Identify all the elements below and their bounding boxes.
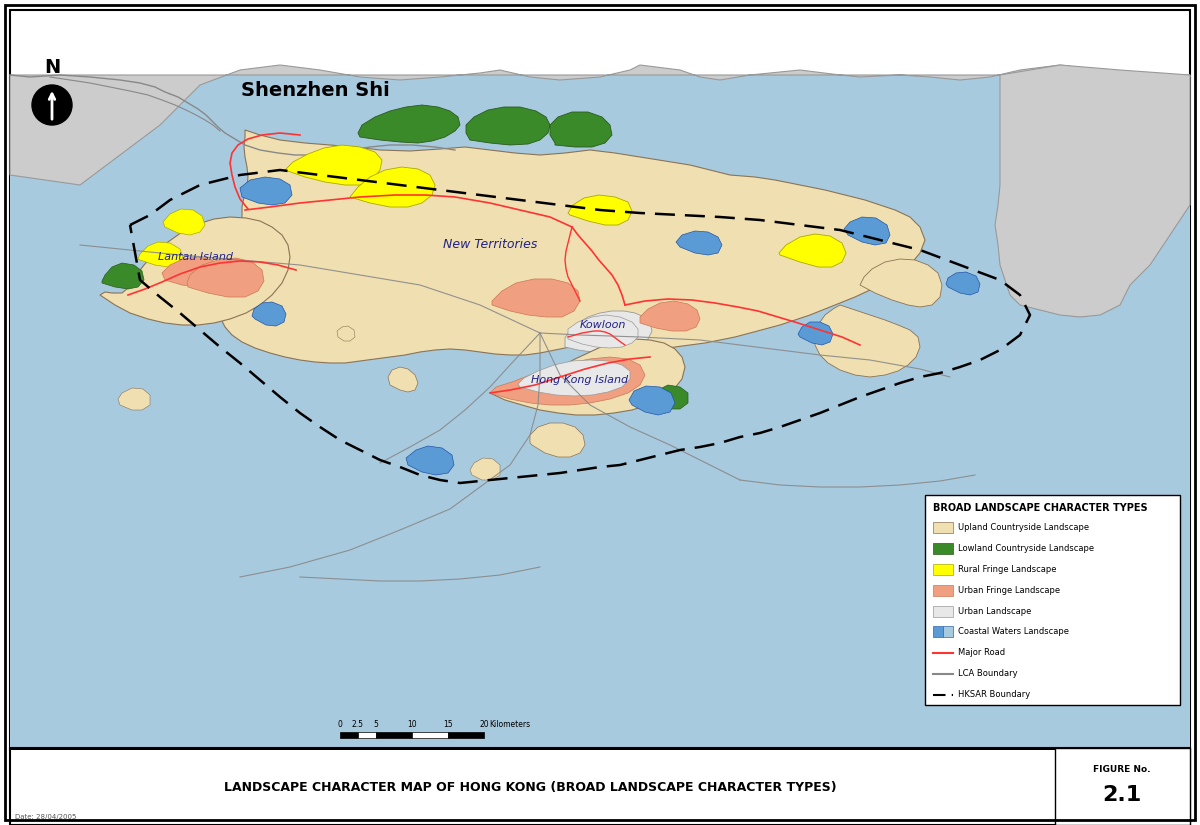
Text: Lantau Island: Lantau Island xyxy=(157,252,233,262)
Polygon shape xyxy=(550,112,612,147)
Bar xyxy=(10,748,1190,750)
Bar xyxy=(934,606,953,616)
Polygon shape xyxy=(640,301,700,331)
Text: N: N xyxy=(44,58,60,77)
Polygon shape xyxy=(860,259,942,307)
Bar xyxy=(925,495,1180,705)
Text: Urban Landscape: Urban Landscape xyxy=(958,606,1031,615)
Text: Hong Kong Island: Hong Kong Island xyxy=(532,375,629,385)
Text: Rural Fringe Landscape: Rural Fringe Landscape xyxy=(958,565,1056,573)
Polygon shape xyxy=(815,305,920,377)
Polygon shape xyxy=(286,145,382,185)
Polygon shape xyxy=(470,458,500,480)
Polygon shape xyxy=(946,272,980,295)
Bar xyxy=(412,732,448,738)
Polygon shape xyxy=(102,263,144,289)
Polygon shape xyxy=(530,423,586,457)
Bar xyxy=(10,10,1190,750)
Bar xyxy=(358,732,376,738)
Text: Lowland Countryside Landscape: Lowland Countryside Landscape xyxy=(958,544,1094,553)
Polygon shape xyxy=(252,302,286,326)
Polygon shape xyxy=(490,339,685,415)
Polygon shape xyxy=(565,311,652,353)
Polygon shape xyxy=(240,177,292,205)
Polygon shape xyxy=(466,107,550,145)
Text: Kilometers: Kilometers xyxy=(490,720,530,729)
Polygon shape xyxy=(218,130,925,363)
Polygon shape xyxy=(490,357,646,405)
Bar xyxy=(934,626,943,638)
Polygon shape xyxy=(388,367,418,392)
Text: Coastal Waters Landscape: Coastal Waters Landscape xyxy=(958,627,1069,636)
Polygon shape xyxy=(492,279,580,317)
Polygon shape xyxy=(995,65,1190,317)
Polygon shape xyxy=(10,65,1190,185)
Polygon shape xyxy=(337,326,355,341)
Polygon shape xyxy=(138,242,182,267)
Text: 5: 5 xyxy=(373,720,378,729)
Text: Kowloon: Kowloon xyxy=(580,320,626,330)
Bar xyxy=(1055,748,1190,825)
Text: 10: 10 xyxy=(407,720,416,729)
Bar xyxy=(340,732,358,738)
Text: 2.5: 2.5 xyxy=(352,720,364,729)
Text: Date: 28/04/2005: Date: 28/04/2005 xyxy=(14,814,77,820)
Text: Shenzhen Shi: Shenzhen Shi xyxy=(241,81,389,100)
Bar xyxy=(934,585,953,596)
Bar xyxy=(10,747,1190,748)
Polygon shape xyxy=(676,231,722,255)
Polygon shape xyxy=(350,167,436,207)
Bar xyxy=(448,732,484,738)
Polygon shape xyxy=(187,258,264,297)
Polygon shape xyxy=(162,257,220,287)
Text: 15: 15 xyxy=(443,720,452,729)
Text: 0: 0 xyxy=(337,720,342,729)
Text: 2.1: 2.1 xyxy=(1103,785,1141,805)
Polygon shape xyxy=(654,385,688,409)
Polygon shape xyxy=(568,315,638,348)
Polygon shape xyxy=(406,446,454,475)
Bar xyxy=(10,748,1190,825)
Text: BROAD LANDSCAPE CHARACTER TYPES: BROAD LANDSCAPE CHARACTER TYPES xyxy=(934,503,1147,513)
Text: 20: 20 xyxy=(479,720,488,729)
Bar xyxy=(934,522,953,533)
Text: FIGURE No.: FIGURE No. xyxy=(1093,765,1151,774)
Bar xyxy=(376,732,412,738)
Text: New Territories: New Territories xyxy=(443,238,538,252)
Text: LANDSCAPE CHARACTER MAP OF HONG KONG (BROAD LANDSCAPE CHARACTER TYPES): LANDSCAPE CHARACTER MAP OF HONG KONG (BR… xyxy=(223,780,836,794)
Bar xyxy=(10,75,1190,750)
Polygon shape xyxy=(358,105,460,143)
Polygon shape xyxy=(844,217,890,245)
Circle shape xyxy=(32,85,72,125)
Text: HKSAR Boundary: HKSAR Boundary xyxy=(958,690,1031,699)
Text: LCA Boundary: LCA Boundary xyxy=(958,669,1018,678)
Polygon shape xyxy=(568,195,632,225)
Polygon shape xyxy=(564,368,608,392)
Text: Major Road: Major Road xyxy=(958,648,1006,658)
Bar xyxy=(943,626,953,638)
Polygon shape xyxy=(779,234,846,267)
Bar xyxy=(934,563,953,575)
Polygon shape xyxy=(100,217,290,325)
Polygon shape xyxy=(629,386,674,415)
Text: Upland Countryside Landscape: Upland Countryside Landscape xyxy=(958,523,1090,532)
Polygon shape xyxy=(798,322,833,345)
Polygon shape xyxy=(118,388,150,410)
Text: Urban Fringe Landscape: Urban Fringe Landscape xyxy=(958,586,1060,595)
Polygon shape xyxy=(518,360,630,396)
Bar xyxy=(934,543,953,554)
Polygon shape xyxy=(163,209,205,235)
